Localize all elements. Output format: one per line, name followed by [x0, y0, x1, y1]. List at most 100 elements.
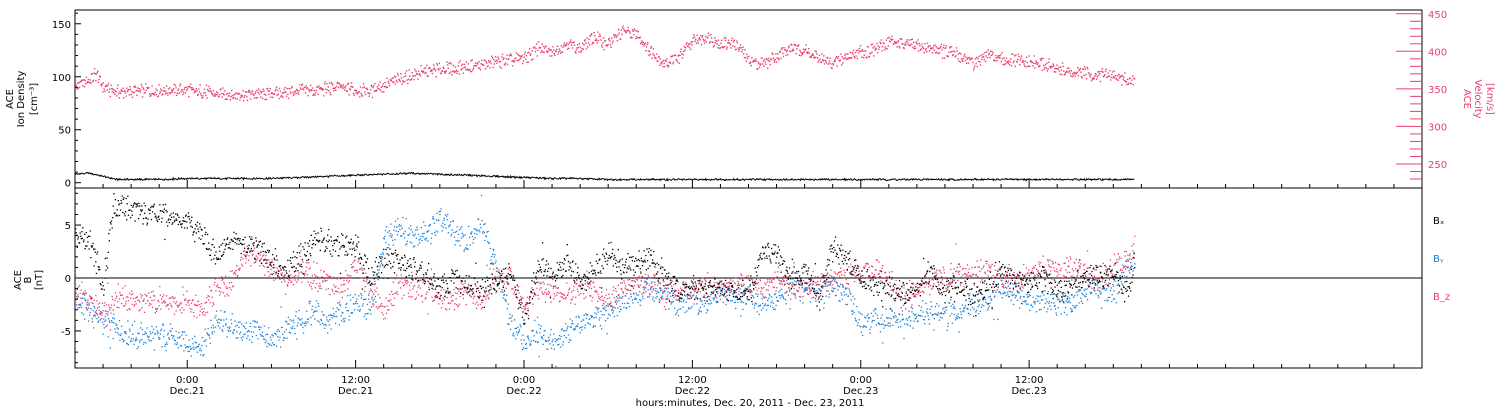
- velocity-point: [780, 58, 781, 59]
- velocity-point: [372, 87, 373, 88]
- field-point: [229, 327, 230, 328]
- field-point: [925, 303, 926, 304]
- field-point: [104, 302, 105, 303]
- field-point: [1016, 295, 1017, 296]
- field-point: [398, 231, 399, 232]
- velocity-point: [1037, 64, 1038, 65]
- velocity-point: [1105, 71, 1106, 72]
- field-point: [326, 319, 327, 320]
- velocity-point: [756, 60, 757, 61]
- field-point: [398, 282, 399, 283]
- velocity-point: [101, 85, 102, 86]
- field-point: [880, 318, 881, 319]
- field-point: [795, 297, 796, 298]
- field-point: [318, 291, 319, 292]
- field-point: [497, 271, 498, 272]
- field-point: [562, 293, 563, 294]
- field-point: [79, 285, 80, 286]
- velocity-point: [139, 91, 140, 92]
- field-point: [533, 340, 534, 341]
- velocity-point: [568, 48, 569, 49]
- field-point: [256, 335, 257, 336]
- field-point: [588, 323, 589, 324]
- velocity-point: [308, 89, 309, 90]
- field-point: [894, 315, 895, 316]
- field-point: [157, 333, 158, 334]
- field-point: [1086, 288, 1087, 289]
- velocity-point: [85, 80, 86, 81]
- field-point: [943, 313, 944, 314]
- field-point: [633, 280, 634, 281]
- field-point: [361, 295, 362, 296]
- velocity-point: [1063, 70, 1064, 71]
- field-point: [113, 322, 114, 323]
- velocity-point: [232, 95, 233, 96]
- field-point: [417, 287, 418, 288]
- field-point: [360, 309, 361, 310]
- velocity-point: [383, 83, 384, 84]
- field-point: [585, 313, 586, 314]
- velocity-point: [179, 85, 180, 86]
- field-point: [645, 287, 646, 288]
- field-point: [666, 288, 667, 289]
- velocity-point: [938, 53, 939, 54]
- velocity-point: [767, 68, 768, 69]
- velocity-point: [696, 43, 697, 44]
- field-point: [282, 334, 283, 335]
- field-point: [218, 287, 219, 288]
- field-point: [630, 294, 631, 295]
- field-point: [443, 227, 444, 228]
- field-point: [487, 241, 488, 242]
- velocity-point: [1075, 76, 1076, 77]
- field-point: [777, 271, 778, 272]
- field-point: [1026, 304, 1027, 305]
- field-point: [348, 319, 349, 320]
- velocity-point: [917, 43, 918, 44]
- field-point: [673, 297, 674, 298]
- velocity-point: [559, 48, 560, 49]
- velocity-point: [95, 73, 96, 74]
- velocity-point: [121, 89, 122, 90]
- field-point: [920, 315, 921, 316]
- field-point: [643, 292, 644, 293]
- velocity-point: [444, 71, 445, 72]
- velocity-point: [439, 68, 440, 69]
- field-point: [855, 318, 856, 319]
- velocity-point: [1073, 72, 1074, 73]
- velocity-point: [646, 44, 647, 45]
- velocity-point: [244, 97, 245, 98]
- velocity-point: [1091, 80, 1092, 81]
- velocity-point: [1127, 79, 1128, 80]
- field-point: [750, 289, 751, 290]
- field-point: [690, 295, 691, 296]
- field-point: [501, 270, 502, 271]
- field-point: [1090, 293, 1091, 294]
- field-point: [140, 294, 141, 295]
- field-point: [686, 310, 687, 311]
- field-point: [110, 347, 111, 348]
- field-point: [761, 298, 762, 299]
- velocity-point: [150, 95, 151, 96]
- field-point: [337, 302, 338, 303]
- field-point: [614, 316, 615, 317]
- velocity-point: [434, 67, 435, 68]
- field-point: [111, 305, 112, 306]
- field-point: [254, 248, 255, 249]
- field-point: [224, 284, 225, 285]
- field-point: [119, 340, 120, 341]
- field-point: [425, 239, 426, 240]
- field-point: [190, 311, 191, 312]
- velocity-point: [563, 44, 564, 45]
- field-point: [877, 318, 878, 319]
- velocity-point: [977, 66, 978, 67]
- field-point: [115, 298, 116, 299]
- field-point: [241, 324, 242, 325]
- velocity-point: [247, 91, 248, 92]
- field-point: [235, 274, 236, 275]
- field-point: [347, 295, 348, 296]
- field-point: [78, 296, 79, 297]
- field-point: [717, 291, 718, 292]
- field-point: [391, 236, 392, 237]
- velocity-point: [1115, 75, 1116, 76]
- field-point: [396, 227, 397, 228]
